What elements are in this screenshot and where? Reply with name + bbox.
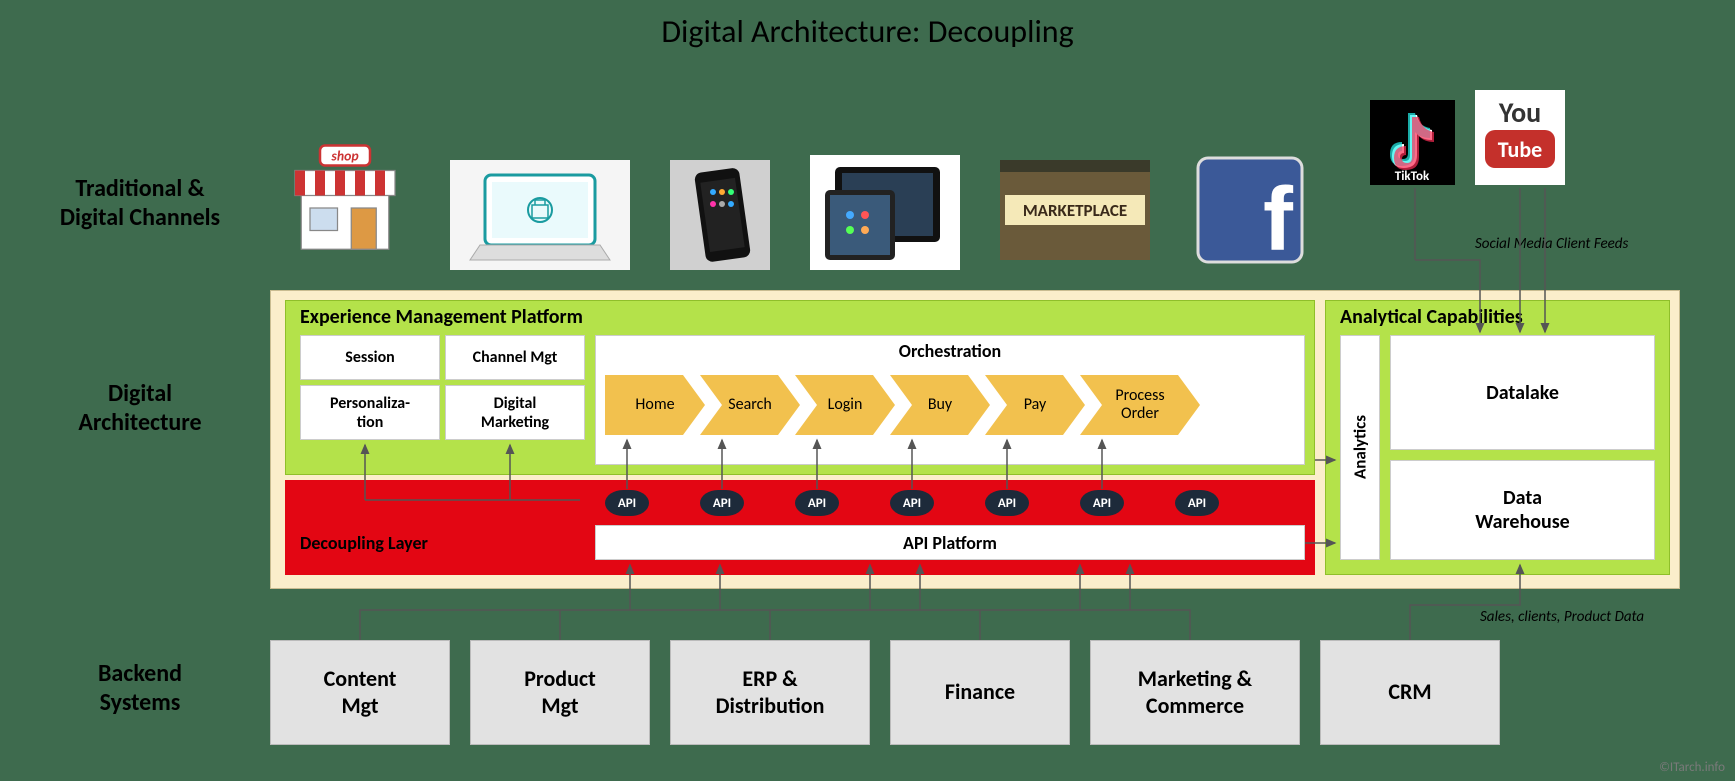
svg-text:You: You [1498,95,1541,130]
api-pill-1: API [605,490,649,516]
api-platform-box: API Platform [595,525,1305,560]
shop-icon: shop [275,130,415,260]
datalake-box: Datalake [1390,335,1655,450]
decoupling-label: Decoupling Layer [300,532,428,554]
facebook-icon: f [1195,155,1305,265]
page-title: Digital Architecture: Decoupling [0,12,1735,51]
tablet-icon [810,155,960,270]
tiktok-icon: TikTok [1370,100,1455,185]
marketplace-icon: MARKETPLACE [1000,160,1150,260]
emp-title: Experience Management Platform [300,305,583,329]
laptop-icon [450,160,630,270]
svg-text:Tube: Tube [1498,136,1542,163]
backend-crm: CRM [1320,640,1500,745]
api-pill-6: API [1080,490,1124,516]
row-label-backend: Backend Systems [50,660,230,718]
api-pill-5: API [985,490,1029,516]
youtube-icon: You Tube [1475,90,1565,185]
api-pill-7: API [1175,490,1219,516]
orchestration-label: Orchestration [595,340,1305,362]
channel-mgt-box: Channel Mgt [445,335,585,380]
backend-erp: ERP & Distribution [670,640,870,745]
session-box: Session [300,335,440,380]
note-feeds: Social Media Client Feeds [1475,235,1628,253]
api-pill-4: API [890,490,934,516]
personalization-box: Personaliza- tion [300,385,440,440]
svg-text:MARKETPLACE: MARKETPLACE [1023,200,1127,221]
analytics-box: Analytics [1340,335,1380,560]
api-pill-3: API [795,490,839,516]
backend-product-mgt: Product Mgt [470,640,650,745]
analytical-title: Analytical Capabilities [1340,305,1523,329]
data-warehouse-box: Data Warehouse [1390,460,1655,560]
row-label-channels: Traditional & Digital Channels [30,175,250,233]
api-pill-2: API [700,490,744,516]
svg-text:shop: shop [330,147,358,164]
backend-finance: Finance [890,640,1070,745]
phone-icon [670,160,770,270]
backend-content-mgt: Content Mgt [270,640,450,745]
backend-marketing: Marketing & Commerce [1090,640,1300,745]
svg-text:TikTok: TikTok [1395,169,1430,184]
svg-text:f: f [1263,170,1294,265]
note-sales: Sales, clients, Product Data [1480,608,1644,626]
row-label-digital-architecture: Digital Architecture [30,380,250,438]
digital-marketing-box: Digital Marketing [445,385,585,440]
watermark: ©ITarch.info [1659,760,1725,775]
